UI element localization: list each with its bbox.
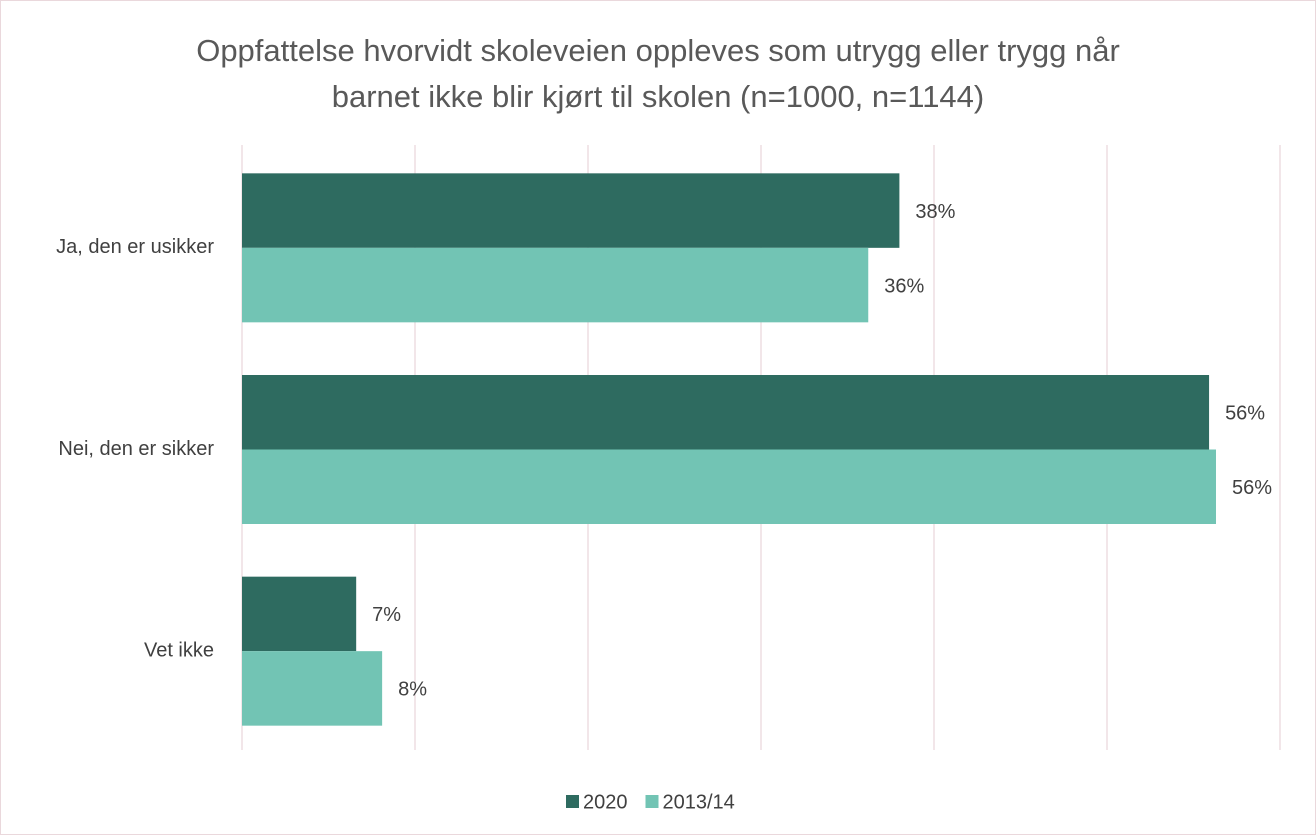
legend-label: 2020 xyxy=(583,791,628,813)
y-tick-label: Vet ikke xyxy=(144,639,214,661)
data-label: 8% xyxy=(398,679,427,701)
bar xyxy=(242,247,869,323)
bar xyxy=(242,173,900,248)
bar xyxy=(242,375,1210,450)
legend-swatch xyxy=(645,795,659,808)
chart-title: Oppfattelse hvorvidt skoleveien oppleves… xyxy=(196,33,1120,114)
legend-label: 2013/14 xyxy=(663,791,735,813)
data-label: 56% xyxy=(1225,403,1265,425)
data-label: 7% xyxy=(372,604,401,626)
legend-swatch xyxy=(566,795,579,808)
bar xyxy=(242,576,357,652)
y-tick-label: Nei, den er sikker xyxy=(58,438,214,460)
data-label: 36% xyxy=(884,275,924,297)
data-label: 38% xyxy=(915,201,955,223)
data-label: 56% xyxy=(1232,477,1272,499)
bar xyxy=(242,449,1216,524)
bar xyxy=(242,651,383,726)
y-tick-label: Ja, den er usikker xyxy=(56,236,214,258)
